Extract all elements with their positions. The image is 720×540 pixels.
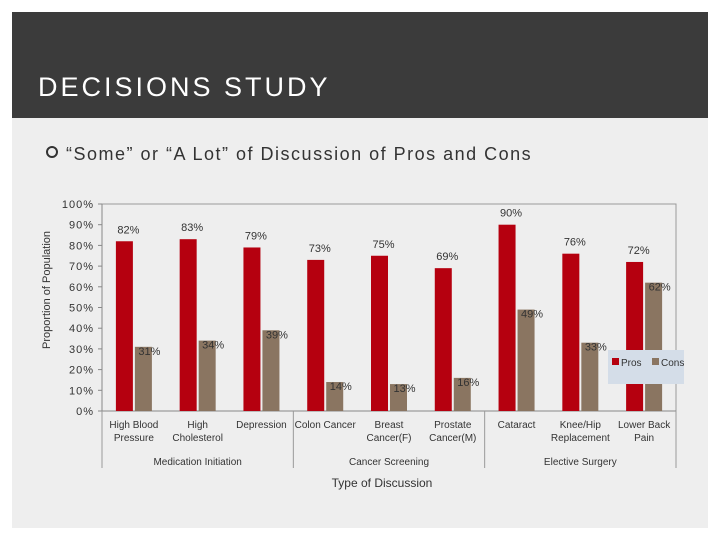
data-label-pros: 73% xyxy=(309,243,331,255)
legend-swatch xyxy=(652,358,659,365)
bar-cons xyxy=(645,282,663,411)
legend-entry: Cons xyxy=(661,358,684,369)
data-label-cons: 39% xyxy=(266,329,288,341)
bar-pros xyxy=(626,261,644,411)
bar-cons xyxy=(262,330,280,411)
bar-pros xyxy=(243,247,261,411)
bar-pros xyxy=(498,224,516,411)
legend-swatch xyxy=(612,358,619,365)
bar-cons xyxy=(134,346,152,411)
data-label-cons: 34% xyxy=(202,340,224,352)
x-tick-label: Cholesterol xyxy=(172,433,223,444)
x-tick-label: Pain xyxy=(634,433,654,444)
y-tick-label: 0% xyxy=(76,406,94,418)
x-tick-label: Cancer(M) xyxy=(429,433,476,444)
x-tick-label: Colon Cancer xyxy=(295,420,357,431)
y-tick-label: 80% xyxy=(69,240,94,252)
x-tick-label: High Blood xyxy=(109,420,158,431)
data-label-pros: 79% xyxy=(245,230,267,242)
y-tick-label: 60% xyxy=(69,282,94,294)
x-tick-label: Knee/Hip xyxy=(560,420,602,431)
plot-frame xyxy=(102,203,677,411)
group-label: Elective Surgery xyxy=(544,457,617,468)
x-tick-label: Pressure xyxy=(114,433,154,444)
x-tick-label: Replacement xyxy=(551,433,610,444)
bar-pros xyxy=(179,239,197,411)
x-tick-label: Prostate xyxy=(434,420,472,431)
bar-cons xyxy=(326,382,344,411)
bar-pros xyxy=(115,241,133,411)
y-tick-label: 30% xyxy=(69,344,94,356)
data-label-cons: 14% xyxy=(330,381,352,393)
data-label-cons: 13% xyxy=(393,383,415,395)
chart-title: “Some” or “A Lot” of Discussion of Pros … xyxy=(66,144,533,164)
data-label-pros: 82% xyxy=(117,224,139,236)
data-label-pros: 90% xyxy=(500,208,522,220)
x-tick-label: High xyxy=(187,420,208,431)
data-label-pros: 72% xyxy=(628,245,650,257)
x-tick-label: Depression xyxy=(236,420,287,431)
slide-title: DECISIONS STUDY xyxy=(38,72,331,102)
title-band xyxy=(12,12,708,118)
y-tick-label: 10% xyxy=(69,385,94,397)
y-tick-label: 50% xyxy=(69,303,94,315)
y-tick-label: 20% xyxy=(69,365,94,377)
x-tick-label: Breast xyxy=(375,420,404,431)
x-axis-label: Type of Discussion xyxy=(332,476,433,490)
bar-cons xyxy=(198,340,216,411)
bar-pros xyxy=(307,259,325,411)
bar-pros xyxy=(434,268,452,411)
y-tick-label: 70% xyxy=(69,261,94,273)
x-tick-label: Lower Back xyxy=(618,420,671,431)
y-tick-label: 90% xyxy=(69,220,94,232)
bar-pros xyxy=(562,253,580,411)
bar-cons xyxy=(517,309,535,411)
y-tick-label: 40% xyxy=(69,323,94,335)
data-label-pros: 76% xyxy=(564,237,586,249)
data-label-cons: 33% xyxy=(585,342,607,354)
y-tick-label: 100% xyxy=(62,199,94,211)
legend-box xyxy=(608,350,684,384)
bar-cons xyxy=(390,384,407,411)
group-label: Medication Initiation xyxy=(153,457,241,468)
data-label-cons: 31% xyxy=(138,346,160,358)
bullet-ring-icon xyxy=(46,146,58,158)
data-label-cons: 49% xyxy=(521,309,543,321)
data-label-cons: 16% xyxy=(457,377,479,389)
group-label: Cancer Screening xyxy=(349,457,429,468)
data-label-pros: 75% xyxy=(372,239,394,251)
bar-pros xyxy=(371,255,388,411)
y-axis-label: Proportion of Population xyxy=(41,231,53,349)
bar-cons xyxy=(581,342,599,411)
data-label-cons: 62% xyxy=(649,282,671,294)
legend-entry: Pros xyxy=(621,358,642,369)
data-label-pros: 83% xyxy=(181,222,203,234)
bar-cons xyxy=(453,377,471,411)
x-tick-label: Cancer(F) xyxy=(366,433,411,444)
data-label-pros: 69% xyxy=(436,251,458,263)
x-tick-label: Cataract xyxy=(498,420,536,431)
